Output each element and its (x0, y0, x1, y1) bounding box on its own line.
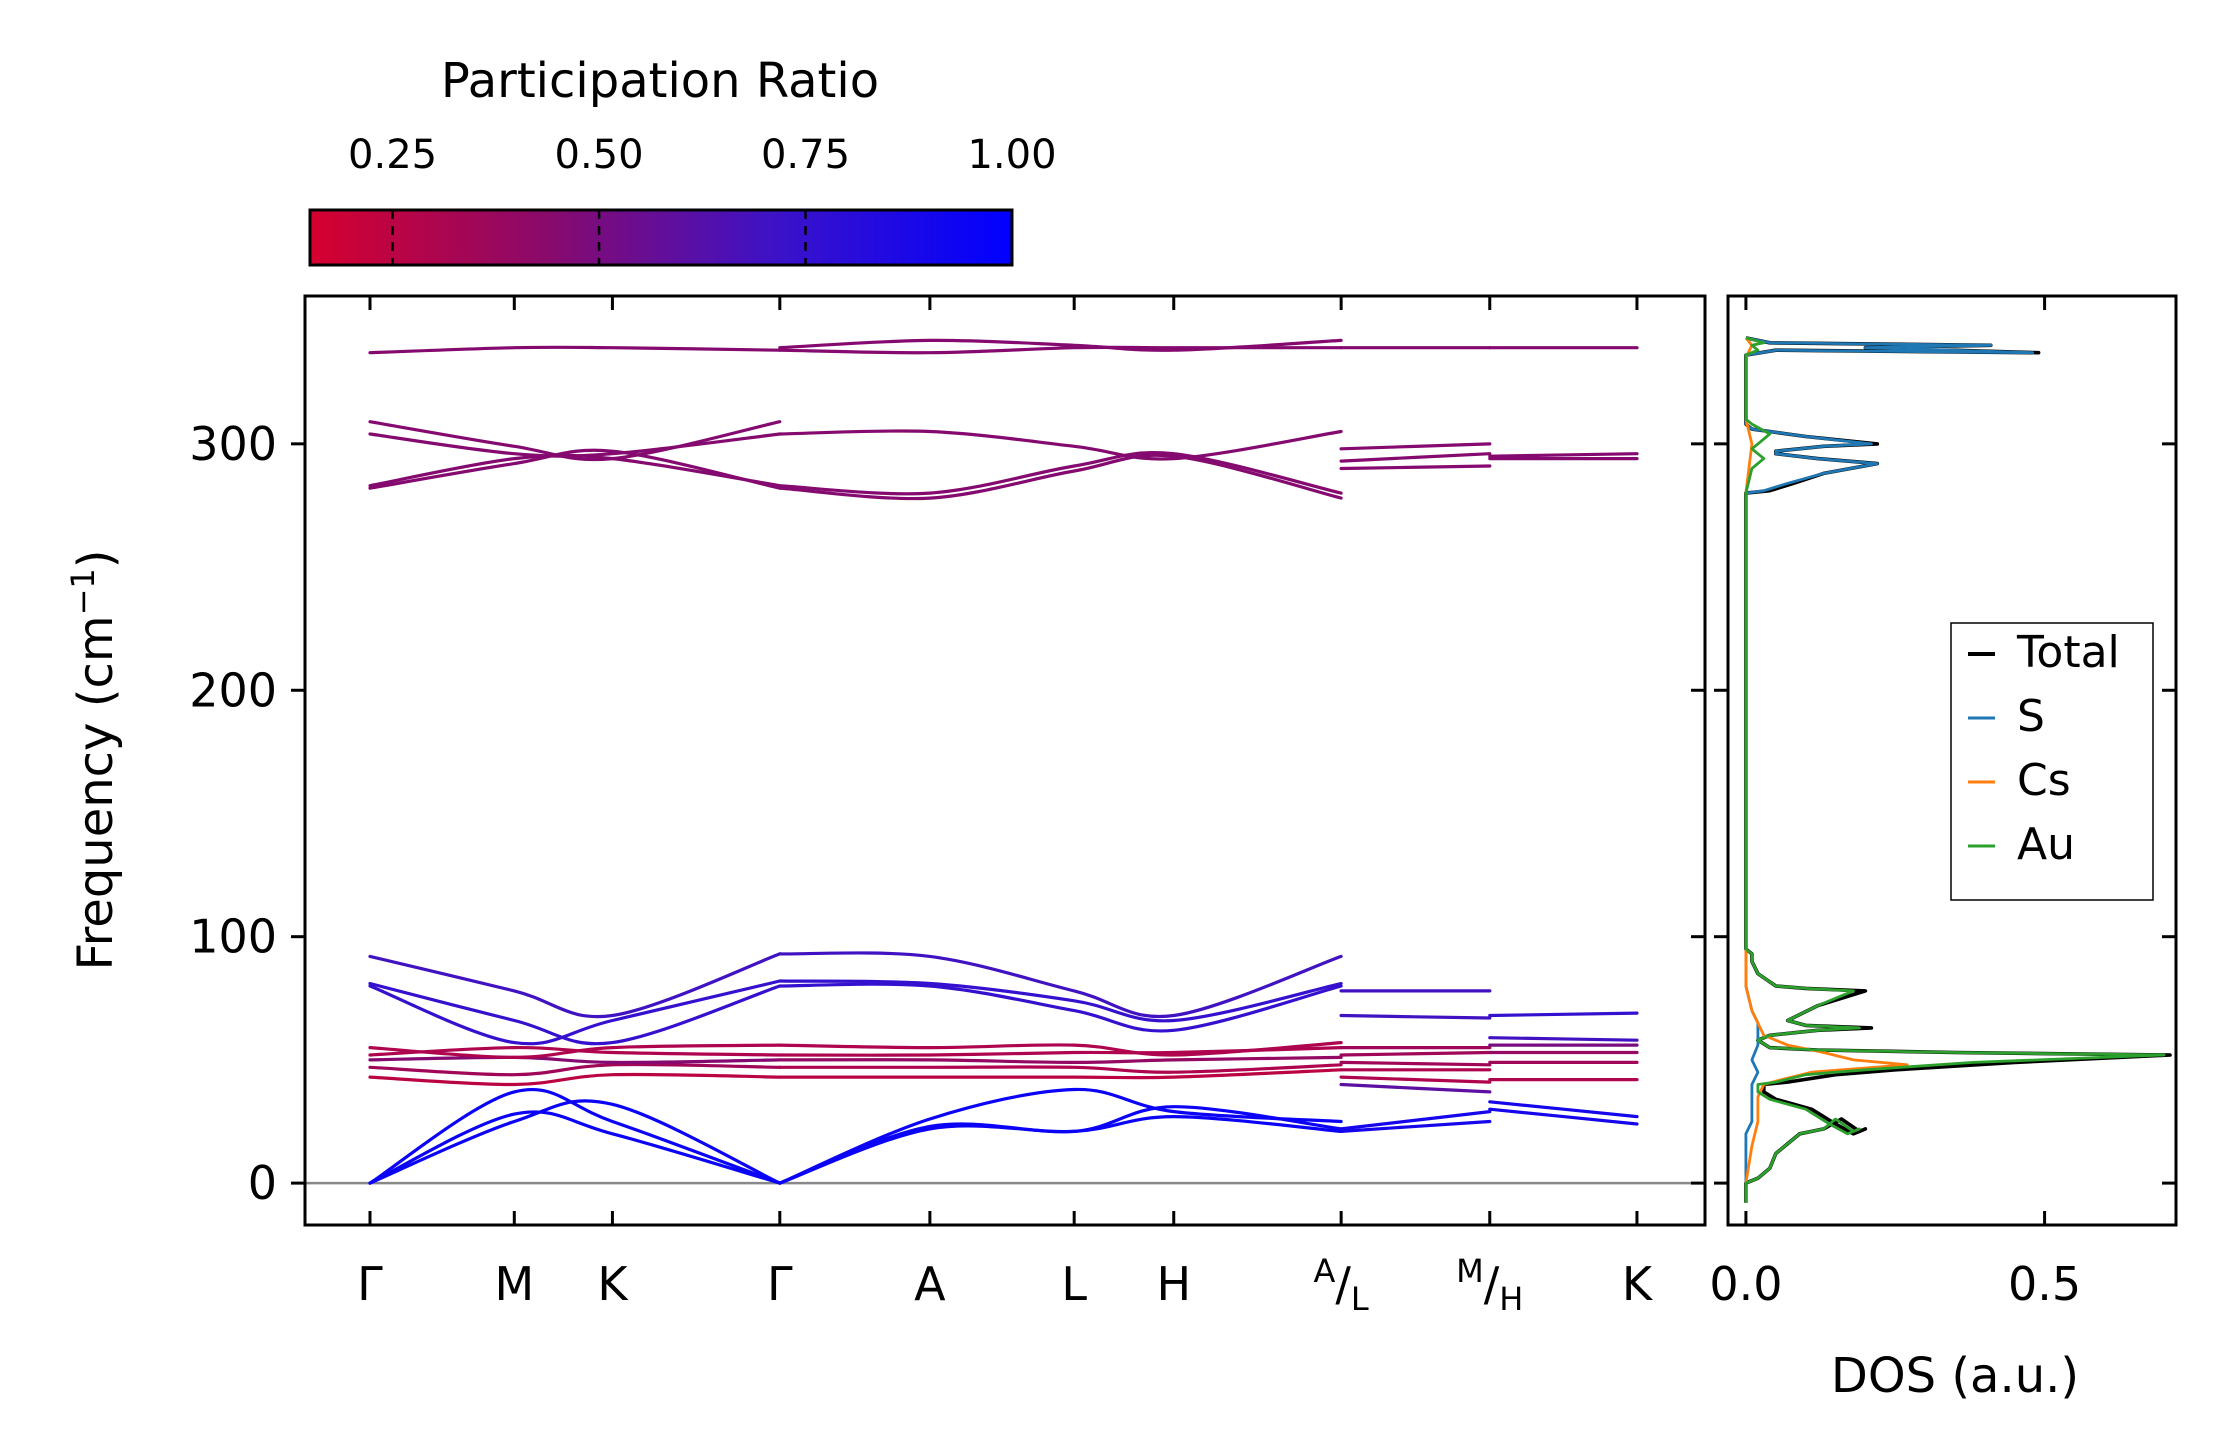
phonon-band (368, 448, 782, 490)
colorbar-tick-label: 0.75 (761, 132, 850, 178)
k-point-label: K (597, 1257, 629, 1311)
dos-line-au (1744, 336, 2166, 1203)
k-point-label: Γ (767, 1257, 793, 1311)
phonon-band (1339, 1082, 1492, 1094)
phonon-band (778, 345, 1343, 355)
phonon-band (1488, 1036, 1639, 1042)
phonon-band (1339, 1075, 1492, 1084)
k-point-label: K (1622, 1257, 1654, 1311)
dos-x-tick-label: 0.5 (2008, 1257, 2081, 1311)
colorbar-gradient (308, 208, 1014, 267)
y-axis-title: Frequency (cm−1) (64, 549, 124, 970)
band-plot-frame (303, 294, 1707, 1227)
phonon-band (368, 979, 782, 1046)
phonon-band (778, 982, 1343, 1033)
phonon-band (368, 952, 782, 1019)
phonon-band (368, 345, 782, 355)
phonon-band (1488, 1107, 1639, 1126)
phonon-band (778, 951, 1343, 1019)
colorbar-tick-label: 0.25 (348, 132, 437, 178)
phonon-band (778, 1063, 1343, 1074)
phonon-band (778, 1105, 1343, 1185)
phonon-band (1488, 1100, 1639, 1119)
colorbar-title: Participation Ratio (441, 53, 879, 109)
phonon-band (778, 453, 1343, 501)
legend-label: Au (2017, 819, 2075, 870)
phonon-band (368, 1062, 782, 1077)
dos-x-tick-label: 0.0 (1709, 1257, 1782, 1311)
phonon-band (1339, 1119, 1492, 1133)
phonon-band (368, 1087, 782, 1185)
band-structure-panel: Γ M K Γ A L H A/L M/H K 0 100 200 300 Frequency (cm−… (64, 294, 1707, 1318)
legend-label: Cs (2017, 755, 2071, 806)
y-tick-label: 100 (189, 910, 277, 964)
k-point-label: A (914, 1257, 946, 1311)
phonon-band (778, 1114, 1343, 1185)
phonon-band (368, 1055, 782, 1065)
phonon-band (1488, 1011, 1639, 1018)
phonon-band (368, 420, 782, 462)
y-axis-title-sup: −1 (64, 568, 102, 615)
phonon-band (778, 1041, 1343, 1057)
dos-x-axis-title: DOS (a.u.) (1831, 1348, 2079, 1404)
dos-panel: 0.0 0.5 DOS (a.u.) Total S Cs Au (1709, 294, 2178, 1404)
dos-legend: Total S Cs Au (1950, 622, 2154, 901)
k-point-label: L (1061, 1257, 1087, 1311)
phonon-band (368, 1043, 782, 1060)
phonon-band (1488, 452, 1639, 458)
phonon-band (778, 1087, 1343, 1185)
colorbar-tick-label: 1.00 (967, 132, 1056, 178)
phonon-band (368, 981, 782, 1046)
k-point-label: M/H (1456, 1252, 1523, 1318)
phonon-band (778, 338, 1343, 352)
dos-line-cs (1744, 337, 1909, 1203)
dos-line-s (1744, 336, 2034, 1203)
phonon-band (1339, 1060, 1492, 1067)
dos-plot-frame (1726, 294, 2178, 1227)
phonon-band (1339, 442, 1492, 451)
phonon-band (368, 1099, 782, 1185)
legend-box (1950, 622, 2154, 901)
phonon-band (778, 1055, 1343, 1065)
phonon-band (1339, 464, 1492, 471)
y-tick-label: 300 (189, 417, 277, 471)
phonon-band (1339, 452, 1492, 463)
phonon-band (778, 451, 1343, 496)
phonon-band (778, 979, 1343, 1023)
y-axis-title-close: ) (68, 549, 124, 568)
k-point-label: Γ (357, 1257, 383, 1311)
y-axis-title-main: Frequency (cm (68, 615, 124, 970)
legend-label: S (2017, 691, 2045, 742)
phonon-band (778, 429, 1343, 461)
phonon-band (368, 1110, 782, 1185)
phonon-band (1339, 1110, 1492, 1131)
colorbar: Participation Ratio 0.25 0.50 0.75 1.00 (308, 53, 1057, 267)
k-point-label: H (1156, 1257, 1191, 1311)
k-point-label: A/L (1314, 1252, 1369, 1318)
y-tick-label: 0 (248, 1156, 277, 1210)
phonon-band (778, 1068, 1343, 1080)
phonon-band (1339, 1013, 1492, 1020)
y-tick-label: 200 (189, 663, 277, 717)
phonon-band (368, 1072, 782, 1087)
legend-label: Total (2016, 627, 2120, 678)
phonon-band (1339, 1050, 1492, 1057)
colorbar-tick-label: 0.50 (555, 132, 644, 178)
k-point-label: M (494, 1257, 534, 1311)
